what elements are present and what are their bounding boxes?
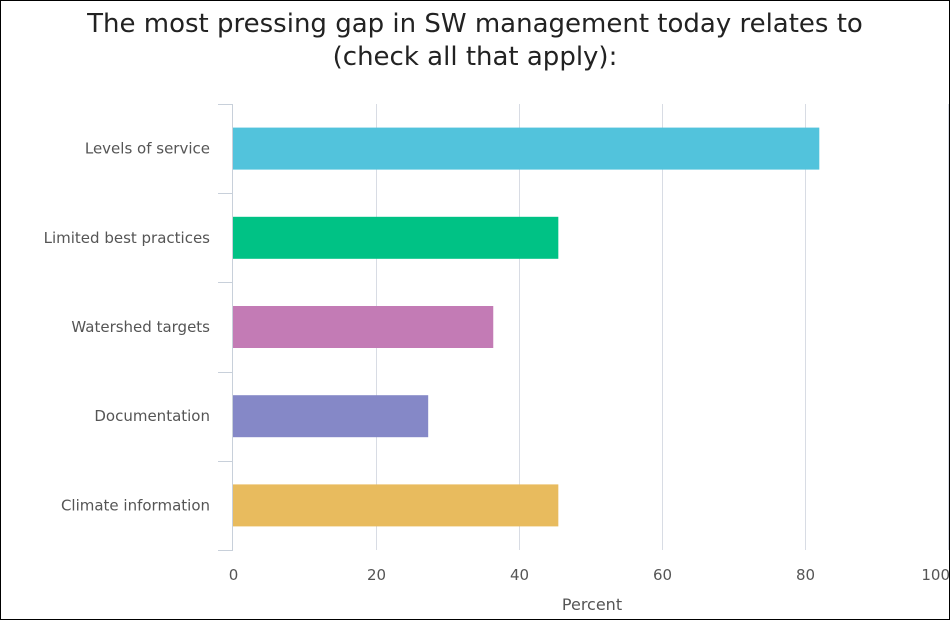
x-tick-label-80: 80	[796, 566, 815, 584]
category-label-1: Levels of service	[85, 140, 210, 158]
grid-layer	[376, 104, 949, 550]
category-label-2: Limited best practices	[44, 229, 211, 247]
x-axis-title: Percent	[562, 595, 622, 614]
axis-layer: 0 20 40 60 80 100 Levels of service Limited bes…	[44, 104, 950, 584]
bar-4	[233, 395, 429, 438]
x-tick-label-40: 40	[510, 566, 529, 584]
x-tick-label-0: 0	[229, 566, 239, 584]
bar-1	[233, 127, 820, 170]
bar-3	[233, 306, 494, 348]
category-label-4: Documentation	[94, 407, 210, 425]
chart-title-line-2: (check all that apply):	[332, 42, 618, 72]
bar-layer	[233, 127, 820, 527]
category-label-3: Watershed targets	[71, 318, 210, 336]
x-tick-label-60: 60	[653, 566, 672, 584]
bar-5	[233, 484, 559, 527]
x-tick-label-100: 100	[921, 566, 950, 584]
chart-title-line-1: The most pressing gap in SW management t…	[87, 9, 863, 39]
bar-2	[233, 216, 559, 259]
x-tick-label-20: 20	[367, 566, 386, 584]
chart-title: The most pressing gap in SW management t…	[0, 8, 950, 74]
category-label-5: Climate information	[61, 496, 210, 514]
